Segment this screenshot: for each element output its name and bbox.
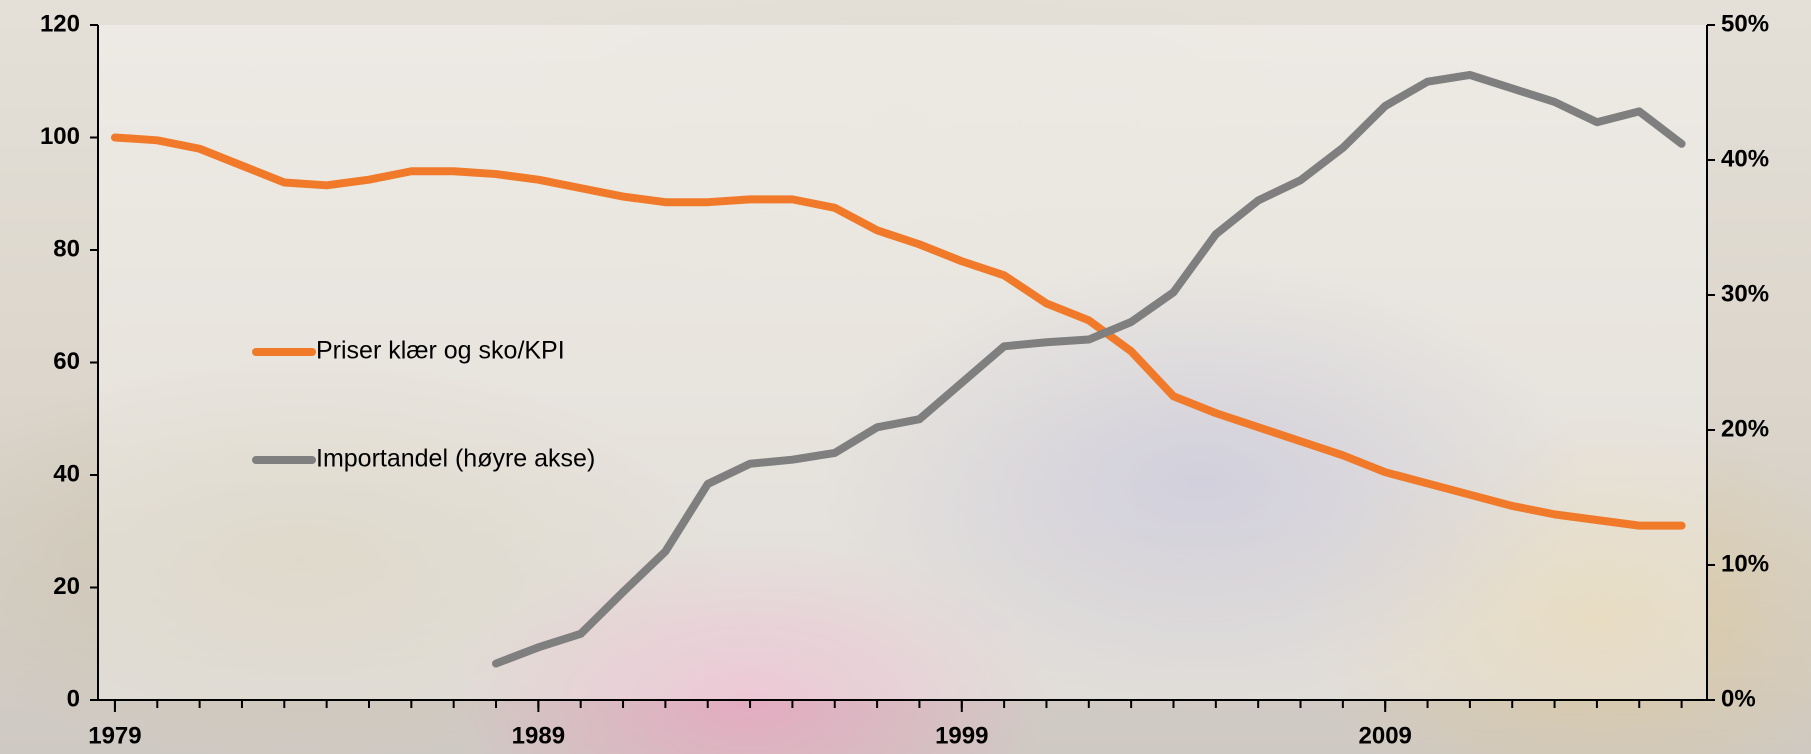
legend-label: Importandel (høyre akse)	[316, 445, 595, 473]
y-tick-label: 120	[40, 10, 80, 37]
plot-overlay	[98, 25, 1707, 700]
x-tick-label: 2009	[1359, 722, 1412, 749]
y2-tick-label: 50%	[1721, 10, 1769, 37]
y-tick-label: 80	[53, 235, 80, 262]
x-tick-label: 1989	[512, 722, 565, 749]
y-tick-label: 20	[53, 573, 80, 600]
y-tick-label: 60	[53, 348, 80, 375]
y2-tick-label: 20%	[1721, 415, 1769, 442]
y2-tick-label: 0%	[1721, 685, 1756, 712]
y2-tick-label: 40%	[1721, 145, 1769, 172]
y-tick-label: 40	[53, 460, 80, 487]
x-tick-label: 1979	[88, 722, 141, 749]
series-line	[492, 70, 1686, 668]
y2-tick-label: 10%	[1721, 550, 1769, 577]
y2-tick-label: 30%	[1721, 280, 1769, 307]
y-tick-label: 0	[67, 685, 80, 712]
y-tick-label: 100	[40, 123, 80, 150]
x-tick-label: 1999	[935, 722, 988, 749]
series-line	[110, 133, 1686, 530]
legend-label: Priser klær og sko/KPI	[316, 337, 565, 365]
